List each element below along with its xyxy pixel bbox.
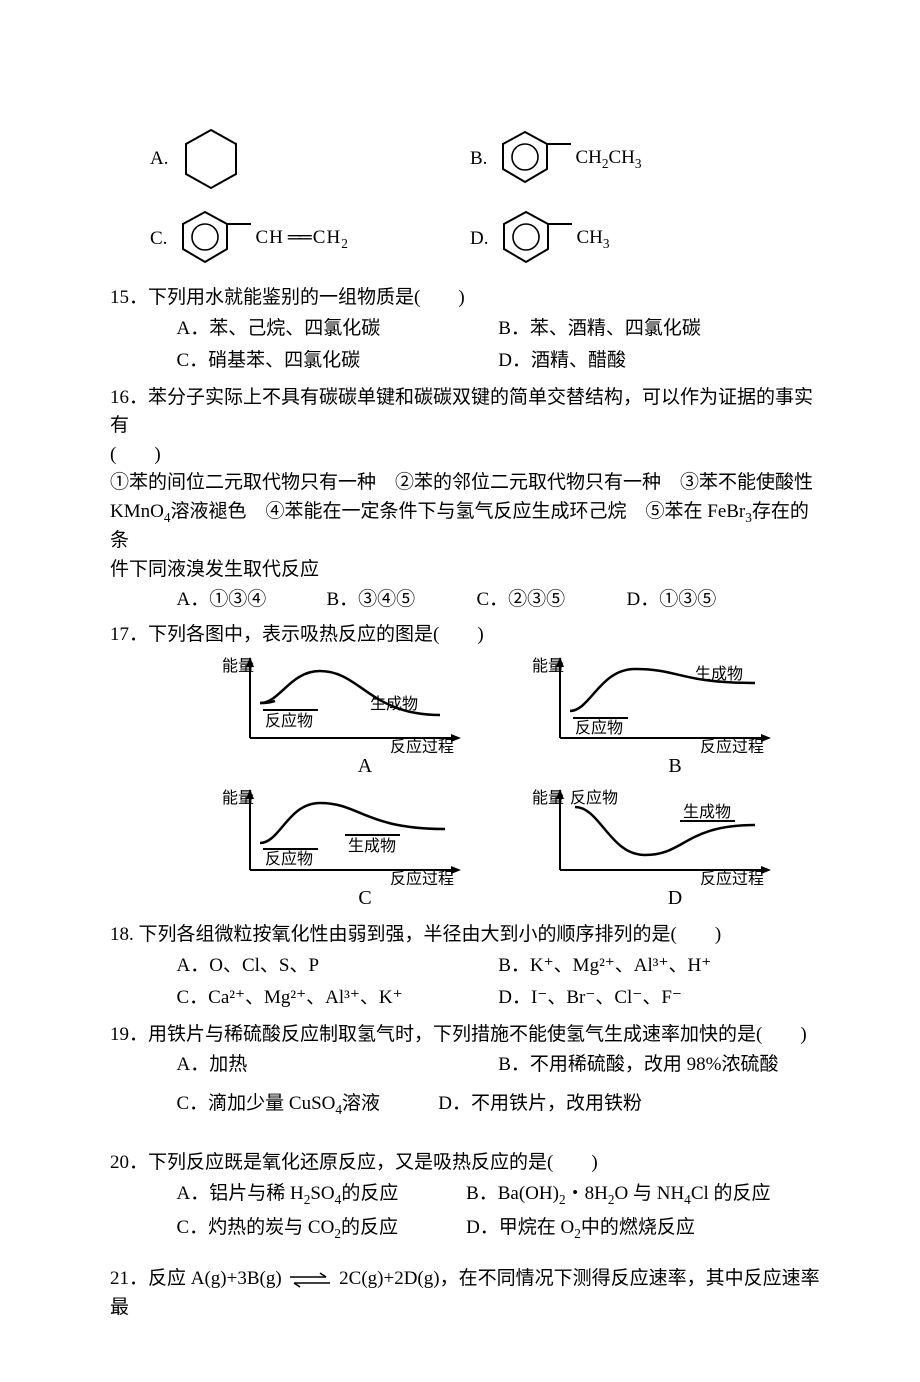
option-label: A. (150, 145, 168, 174)
q16-option-C: C．②③⑤ (477, 586, 627, 615)
q17-diagram-D: 能量 反应过程 反应物 生成物 D (530, 785, 820, 913)
benzene-icon (495, 124, 575, 194)
option-label: B. (470, 145, 487, 174)
q16-option-B: B．③④⑤ (327, 586, 477, 615)
svg-text:反应过程: 反应过程 (700, 737, 764, 753)
q16-detail-line2: KMnO4溶液褪色 ④苯能在一定条件下与氢气反应生成环己烷 ⑤苯在 FeBr3存… (110, 498, 820, 556)
q18-option-A: A．O、Cl、S、P (177, 952, 499, 981)
q18-option-B: B．K⁺、Mg²⁺、Al³⁺、H⁺ (498, 952, 820, 981)
q15-options: A．苯、己烷、四氯化碳 B．苯、酒精、四氯化碳 C．硝基苯、四氯化碳 D．酒精、… (110, 313, 820, 378)
q18-stem: 18. 下列各组微粒按氧化性由弱到强，半径由大到小的顺序排列的是( ) (110, 921, 820, 950)
q17-diagram-A: 能量 反应过程 反应物 生成物 A (220, 653, 510, 781)
q15-option-B: B．苯、酒精、四氯化碳 (498, 315, 820, 344)
option-label: D. (470, 225, 488, 254)
exam-page: A. B. CH2CH3 C. CH═ (0, 0, 920, 1382)
q16-detail-line3: 件下同液溴发生取代反应 (110, 556, 820, 585)
q19-stem: 19．用铁片与稀硫酸反应制取氢气时，下列措施不能使氢气生成速率加快的是( ) (110, 1021, 820, 1050)
svg-text:生成物: 生成物 (683, 803, 731, 821)
q16-option-A: A．①③④ (177, 586, 327, 615)
q20-option-B: B．Ba(OH)2・8H2O 与 NH4Cl 的反应 (466, 1180, 820, 1210)
benzene-icon (175, 204, 255, 274)
q15-option-D: D．酒精、醋酸 (498, 347, 820, 376)
svg-text:能量: 能量 (222, 789, 254, 807)
q20-options: A．铝片与稀 H2SO4的反应 B．Ba(OH)2・8H2O 与 NH4Cl 的… (110, 1178, 820, 1245)
cyclohexane-icon (176, 124, 246, 194)
energy-diagram-icon: 能量 反应过程 反应物 生成物 (220, 653, 470, 753)
q14-options-row-1: A. B. CH2CH3 (110, 124, 820, 194)
q20-option-A: A．铝片与稀 H2SO4的反应 (177, 1180, 467, 1210)
diagram-label: C (220, 883, 510, 913)
q19-options-row1: A．加热 B．不用稀硫酸，改用 98%浓硫酸 (110, 1049, 820, 1082)
q16-detail-line1: ①苯的间位二元取代物只有一种 ②苯的邻位二元取代物只有一种 ③苯不能使酸性 (110, 469, 820, 498)
q18-option-D: D．I⁻、Br⁻、Cl⁻、F⁻ (498, 984, 820, 1013)
diagram-label: A (220, 751, 510, 781)
q14-options-row-2: C. CH══CH2 D. CH3 (110, 204, 820, 274)
q19-options-row2: C．滴加少量 CuSO4溶液 D．不用铁片，改用铁粉 (110, 1088, 820, 1122)
svg-text:能量: 能量 (532, 657, 564, 675)
q16-stem-line2: ( ) (110, 441, 820, 470)
q18-option-C: C．Ca²⁺、Mg²⁺、Al³⁺、K⁺ (177, 984, 499, 1013)
svg-text:反应物: 反应物 (265, 849, 313, 868)
svg-text:反应过程: 反应过程 (390, 737, 454, 753)
q21-stem: 21．反应 A(g)+3B(g) 2C(g)+2D(g)，在不同情况下测得反应速… (110, 1265, 820, 1322)
diagram-label: D (530, 883, 820, 913)
option-label: C. (150, 225, 167, 254)
substituent-text: CH3 (576, 224, 609, 254)
q14-option-A: A. (150, 124, 430, 194)
q14-option-C: C. CH══CH2 (150, 204, 430, 274)
svg-text:反应物: 反应物 (265, 711, 313, 730)
svg-text:反应物: 反应物 (575, 718, 623, 737)
energy-diagram-icon: 能量 反应过程 反应物 生成物 (530, 785, 780, 885)
benzene-icon (496, 204, 576, 274)
q15-option-C: C．硝基苯、四氯化碳 (177, 347, 499, 376)
svg-text:反应过程: 反应过程 (390, 869, 454, 885)
svg-text:生成物: 生成物 (348, 837, 396, 855)
q20-stem: 20．下列反应既是氧化还原反应，又是吸热反应的是( ) (110, 1149, 820, 1178)
substituent-text: CH══CH2 (255, 224, 348, 254)
q17-diagram-B: 能量 反应过程 反应物 生成物 B (530, 653, 820, 781)
q17-stem: 17．下列各图中，表示吸热反应的图是( ) (110, 621, 820, 650)
energy-diagram-icon: 能量 反应过程 反应物 生成物 (530, 653, 780, 753)
q19-option-D: D．不用铁片，改用铁粉 (438, 1090, 760, 1120)
q19-option-A: A．加热 (177, 1051, 499, 1080)
svg-text:生成物: 生成物 (370, 695, 418, 713)
svg-text:生成物: 生成物 (695, 665, 743, 683)
diagram-label: B (530, 751, 820, 781)
energy-diagram-icon: 能量 反应过程 反应物 生成物 (220, 785, 470, 885)
svg-text:反应过程: 反应过程 (700, 869, 764, 885)
q19-option-B: B．不用稀硫酸，改用 98%浓硫酸 (498, 1051, 820, 1080)
q20-option-C: C．灼热的炭与 CO2的反应 (177, 1214, 467, 1244)
q16-stem-line1: 16．苯分子实际上不具有碳碳单键和碳碳双键的简单交替结构，可以作为证据的事实有 (110, 384, 820, 441)
equilibrium-arrow-icon (286, 1272, 334, 1288)
svg-text:能量: 能量 (532, 789, 564, 807)
q14-option-B: B. CH2CH3 (470, 124, 750, 194)
substituent-text: CH2CH3 (575, 144, 641, 174)
svg-text:能量: 能量 (222, 657, 254, 675)
q18-options: A．O、Cl、S、P B．K⁺、Mg²⁺、Al³⁺、H⁺ C．Ca²⁺、Mg²⁺… (110, 950, 820, 1015)
q15-stem: 15．下列用水就能鉴别的一组物质是( ) (110, 284, 820, 313)
q17-diagram-C: 能量 反应过程 反应物 生成物 C (220, 785, 510, 913)
q15-option-A: A．苯、己烷、四氯化碳 (177, 315, 499, 344)
q17-diagrams: 能量 反应过程 反应物 生成物 A 能量 反应过程 反应物 生成物 (110, 653, 820, 913)
q20-option-D: D．甲烷在 O2中的燃烧反应 (466, 1214, 820, 1244)
svg-text:反应物: 反应物 (570, 788, 618, 807)
q14-option-D: D. CH3 (470, 204, 750, 274)
q16-option-D: D．①③⑤ (627, 586, 777, 615)
q16-options: A．①③④ B．③④⑤ C．②③⑤ D．①③⑤ (110, 586, 820, 615)
